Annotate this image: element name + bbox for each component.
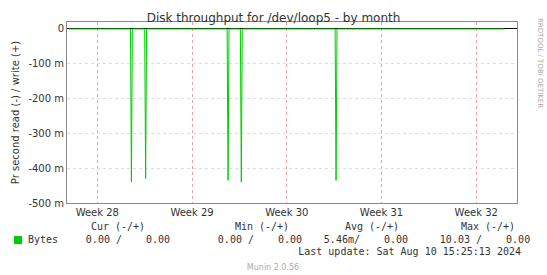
svg-text:Week 31: Week 31 (360, 207, 403, 218)
html-text:Avg (-/+): Avg (-/+) (344, 221, 400, 232)
html-text:Cur (-/+): Cur (-/+) (90, 221, 146, 232)
html-text:5.46m/ 0.00: 5.46m/ 0.00 (323, 234, 409, 245)
svg-text:-100 m: -100 m (28, 58, 64, 69)
svg-text:Week 28: Week 28 (76, 207, 119, 218)
html-text:Bytes: Bytes (28, 234, 59, 245)
html-text:0.00 / 0.00: 0.00 / 0.00 (85, 234, 171, 245)
svg-text:-300 m: -300 m (28, 128, 64, 139)
svg-text:-500 m: -500 m (28, 198, 64, 209)
svg-text:-200 m: -200 m (28, 93, 64, 104)
svg-text:Week 30: Week 30 (265, 207, 308, 218)
html-text:RRDTOOL / TOBI OETIKER: RRDTOOL / TOBI OETIKER (536, 18, 544, 109)
svg-text:Week 29: Week 29 (170, 207, 213, 218)
html-text:Last update: Sat Aug 10 15:25:: Last update: Sat Aug 10 15:25:13 2024 (298, 246, 521, 257)
svg-text:Pr second read (-) / write (+): Pr second read (-) / write (+) (10, 41, 21, 184)
html-text:Max (-/+): Max (-/+) (460, 221, 516, 232)
svg-text:Week 32: Week 32 (455, 207, 498, 218)
svg-text:0: 0 (58, 23, 64, 34)
html-text:Munin 2.0.56: Munin 2.0.56 (246, 263, 300, 272)
html-text:0.00 / 0.00: 0.00 / 0.00 (217, 234, 303, 245)
svg-text:Disk throughput for /dev/loop5: Disk throughput for /dev/loop5 - by mont… (147, 11, 401, 25)
html-text:Min (-/+): Min (-/+) (234, 221, 290, 232)
svg-text:-400 m: -400 m (28, 163, 64, 174)
html-text:10.03 / 0.00: 10.03 / 0.00 (439, 234, 531, 245)
